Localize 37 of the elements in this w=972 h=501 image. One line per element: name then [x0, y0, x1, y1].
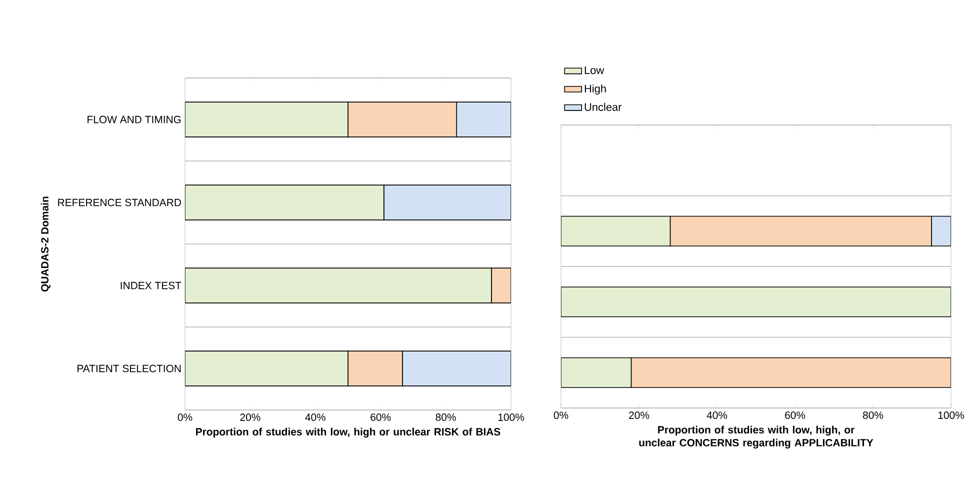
x-tick-label: 60% — [785, 412, 806, 419]
x-tick-label: 40% — [305, 414, 326, 421]
x-axis-title: Proportion of studies with low, high or unclear RISK of BIAS — [196, 428, 500, 438]
bar — [402, 350, 512, 386]
x-tick-label: 60% — [370, 414, 391, 421]
bar — [185, 102, 348, 138]
bar — [348, 102, 457, 138]
bar — [185, 350, 348, 386]
bar — [185, 184, 384, 220]
x-tick-label: 100% — [938, 412, 964, 419]
x-tick-label: 20% — [240, 414, 260, 421]
legend-label: Unclear — [584, 102, 622, 111]
x-tick-label: 20% — [629, 412, 650, 419]
bar — [561, 286, 952, 318]
bar — [561, 357, 632, 388]
bar — [561, 216, 671, 246]
x-tick-label: 80% — [436, 414, 456, 421]
y-tick-label: REFERENCE STANDARD — [58, 198, 181, 206]
y-tick-label: INDEX TEST — [120, 282, 182, 290]
legend-label: High — [584, 84, 606, 95]
x-axis-title: Proportion of studies with low, high, or unclear CONCERNS regarding APPLICABILITY — [639, 426, 874, 449]
y-axis-title: QUADAS-2 Domain — [40, 196, 50, 292]
y-tick-label: FLOW AND TIMING — [88, 116, 181, 124]
x-tick-label: 0% — [178, 414, 192, 421]
bar — [185, 268, 492, 304]
bar — [630, 357, 952, 388]
bar — [456, 102, 512, 138]
bar — [670, 216, 932, 246]
x-tick-label: 40% — [706, 412, 728, 419]
bar — [383, 184, 512, 220]
x-tick-label: 80% — [862, 412, 884, 419]
x-tick-label: 0% — [554, 412, 568, 419]
legend-label: Low — [584, 66, 604, 74]
bar — [348, 350, 403, 386]
y-tick-label: PATIENT SELECTION — [78, 364, 181, 372]
bar — [491, 268, 512, 304]
x-tick-label: 100% — [498, 414, 524, 421]
